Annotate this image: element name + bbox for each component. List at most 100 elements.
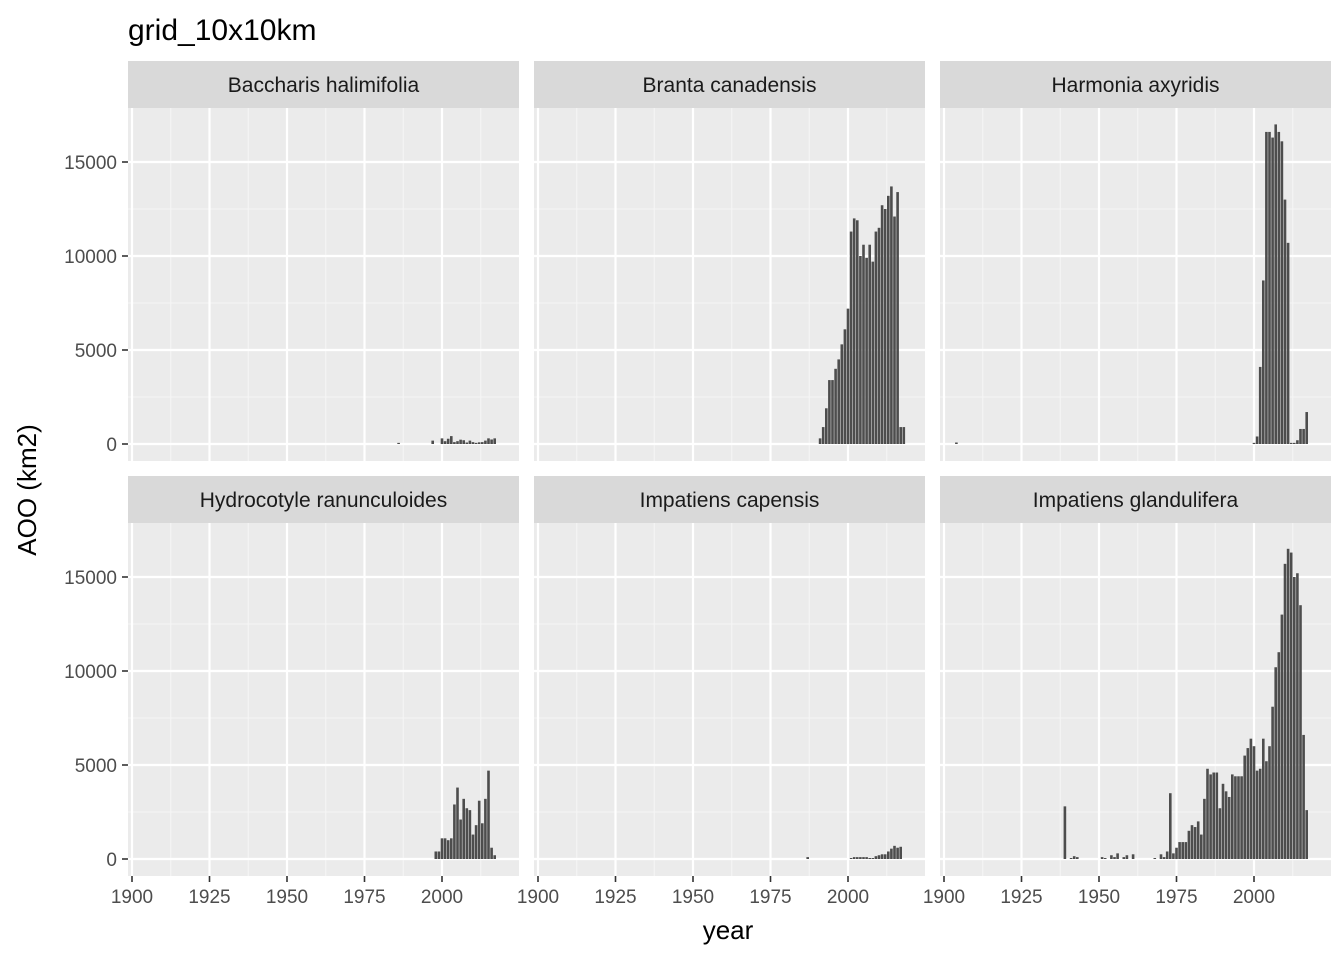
bar-impatiens-capensis-2003: [856, 857, 859, 859]
bar-impatiens-glandulifera-2011: [1286, 548, 1290, 859]
bar-branta-canadensis-1998: [840, 344, 844, 444]
bar-baccharis-halimifolia-2006: [459, 439, 462, 444]
y-axis-title: AOO (km2): [12, 424, 42, 555]
bar-impatiens-glandulifera-2000: [1252, 746, 1256, 859]
bar-branta-canadensis-1991: [818, 438, 822, 444]
bar-branta-canadensis-2011: [880, 205, 884, 444]
bar-harmonia-axyridis-2015: [1299, 428, 1302, 444]
bar-baccharis-halimifolia-2010: [471, 442, 475, 444]
facet-strip: [534, 61, 925, 108]
bar-series: [955, 124, 1308, 445]
bar-baccharis-halimifolia-2008: [465, 442, 469, 444]
bar-impatiens-capensis-2015: [893, 845, 896, 859]
facet-strip: [534, 476, 925, 523]
major-gridlines: [128, 523, 519, 876]
bar-impatiens-glandulifera-1983: [1200, 834, 1203, 859]
facet-panel-hydrocotyle-ranunculoides: Hydrocotyle ranunculoides: [128, 476, 519, 876]
bar-baccharis-halimifolia-2011: [474, 442, 478, 444]
bar-impatiens-glandulifera-1995: [1237, 776, 1240, 859]
facet-strip-label: Hydrocotyle ranunculoides: [200, 489, 447, 512]
bar-impatiens-glandulifera-1951: [1100, 857, 1104, 859]
bar-branta-canadensis-2007: [868, 244, 871, 444]
bar-impatiens-glandulifera-1982: [1196, 821, 1200, 859]
bar-branta-canadensis-2010: [877, 227, 881, 444]
bar-impatiens-glandulifera-1996: [1240, 776, 1243, 859]
bar-branta-canadensis-2004: [859, 256, 862, 444]
bar-hydrocotyle-ranunculoides-2002: [446, 840, 450, 859]
facet-strip-label: Branta canadensis: [643, 74, 817, 97]
bar-impatiens-glandulifera-2017: [1305, 810, 1308, 859]
bar-harmonia-axyridis-2003: [1262, 280, 1265, 444]
bar-harmonia-axyridis-2000: [1252, 442, 1256, 444]
bar-branta-canadensis-2013: [887, 195, 890, 444]
facet-panel-harmonia-axyridis: Harmonia axyridis: [940, 61, 1331, 461]
panels-layer: Baccharis halimifolia Branta canadensis Ha…: [128, 61, 1331, 876]
bar-hydrocotyle-ranunculoides-2013: [481, 823, 484, 859]
bar-harmonia-axyridis-2007: [1274, 124, 1277, 445]
x-tick-label: 2000: [421, 887, 463, 908]
bar-impatiens-glandulifera-2016: [1302, 734, 1305, 859]
x-tick-label: 1900: [111, 887, 153, 908]
bar-impatiens-capensis-2005: [862, 857, 865, 859]
bar-hydrocotyle-ranunculoides-2017: [493, 855, 496, 859]
bar-impatiens-glandulifera-1970: [1159, 854, 1163, 859]
bar-impatiens-glandulifera-1943: [1076, 857, 1079, 859]
minor-gridlines: [128, 108, 519, 461]
y-tick-label: 10000: [64, 662, 117, 683]
bar-baccharis-halimifolia-2001: [443, 441, 447, 444]
facet-panel-baccharis-halimifolia: Baccharis halimifolia: [128, 61, 519, 461]
x-tick-label: 1925: [594, 887, 636, 908]
bar-branta-canadensis-2002: [852, 218, 856, 444]
bar-branta-canadensis-1993: [825, 408, 828, 444]
bar-series: [434, 770, 496, 859]
bar-impatiens-capensis-2010: [877, 855, 881, 859]
bar-impatiens-glandulifera-1942: [1072, 856, 1076, 859]
bar-baccharis-halimifolia-2014: [484, 440, 487, 444]
bar-branta-canadensis-2016: [896, 192, 899, 444]
bar-baccharis-halimifolia-2007: [462, 440, 465, 444]
y-tick-label: 15000: [64, 568, 117, 589]
bar-series: [806, 845, 902, 859]
bar-impatiens-capensis-2006: [865, 857, 868, 859]
bar-harmonia-axyridis-2017: [1305, 412, 1308, 444]
bar-impatiens-glandulifera-1952: [1103, 858, 1107, 859]
y-tick-label: 5000: [75, 756, 117, 777]
minor-gridlines: [940, 523, 1331, 876]
bar-impatiens-capensis-2012: [883, 854, 887, 859]
bar-impatiens-glandulifera-1941: [1069, 858, 1073, 859]
bar-hydrocotyle-ranunculoides-2014: [484, 798, 487, 859]
bar-impatiens-glandulifera-2005: [1268, 746, 1271, 859]
bar-impatiens-glandulifera-1978: [1184, 842, 1188, 859]
bar-series: [1063, 548, 1308, 859]
bar-harmonia-axyridis-1904: [955, 442, 958, 444]
bar-impatiens-capensis-2014: [890, 848, 893, 859]
bar-impatiens-glandulifera-1997: [1243, 755, 1246, 859]
bar-baccharis-halimifolia-2000: [440, 438, 444, 444]
bar-impatiens-glandulifera-1985: [1206, 768, 1209, 859]
bar-branta-canadensis-1992: [821, 427, 825, 444]
facet-strip: [128, 61, 519, 108]
bar-impatiens-glandulifera-1988: [1215, 772, 1219, 859]
bar-impatiens-glandulifera-1984: [1203, 798, 1206, 859]
bar-branta-canadensis-2001: [849, 231, 853, 444]
bar-baccharis-halimifolia-2003: [450, 436, 453, 444]
bar-branta-canadensis-2000: [846, 308, 850, 444]
bar-impatiens-capensis-2016: [896, 847, 899, 859]
bar-hydrocotyle-ranunculoides-2006: [459, 819, 462, 859]
x-tick-label: 1950: [1078, 887, 1120, 908]
x-tick-label: 2000: [1233, 887, 1275, 908]
bar-branta-canadensis-2018: [902, 427, 906, 444]
bar-baccharis-halimifolia-2005: [456, 441, 459, 444]
x-tick-label: 2000: [827, 887, 869, 908]
bar-impatiens-glandulifera-1968: [1153, 858, 1157, 859]
chart-title: grid_10x10km: [128, 14, 316, 47]
bar-hydrocotyle-ranunculoides-2007: [462, 798, 465, 859]
bar-branta-canadensis-2009: [874, 231, 878, 444]
bar-impatiens-capensis-2008: [871, 858, 875, 859]
panel-background: [534, 523, 925, 876]
bar-baccharis-halimifolia-2004: [453, 442, 456, 444]
facet-strip: [940, 61, 1331, 108]
y-tick-label: 15000: [64, 153, 117, 174]
bar-harmonia-axyridis-2016: [1302, 428, 1305, 444]
